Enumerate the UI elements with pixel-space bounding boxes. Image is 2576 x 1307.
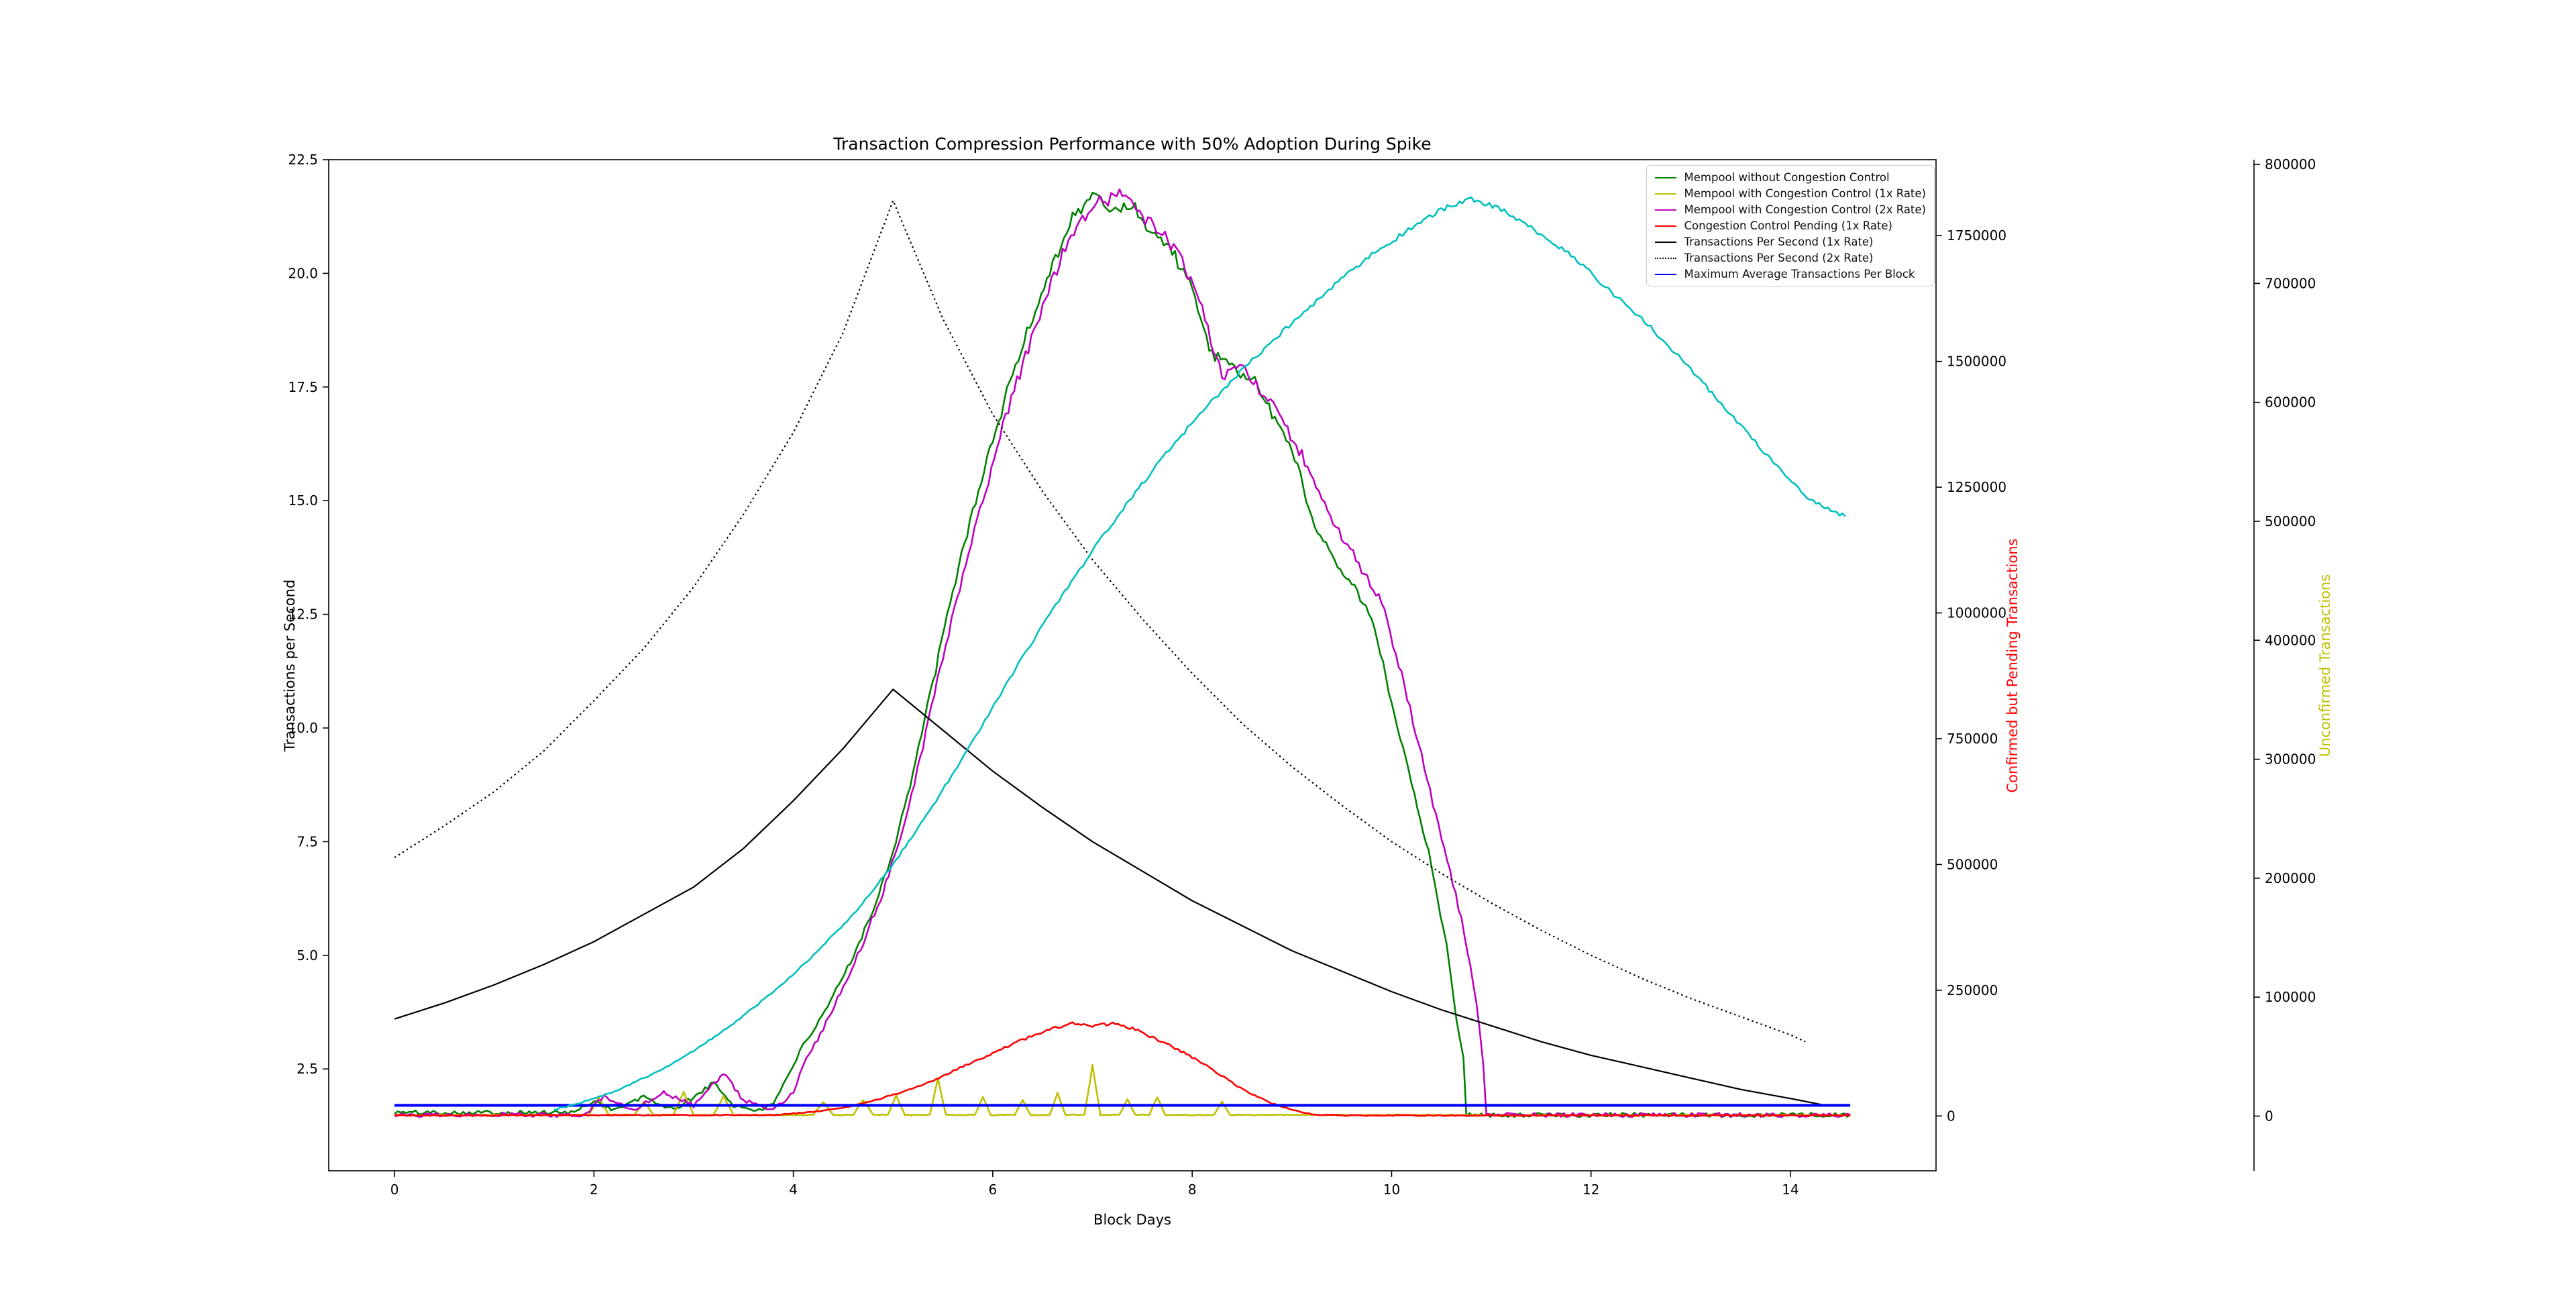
tick-label: 1000000 — [1947, 605, 2006, 621]
series-line-mempool_no_cc — [394, 191, 1851, 1118]
series-line-cc_pending_1x — [394, 1021, 1851, 1117]
tick-label: 2.5 — [297, 1061, 318, 1077]
legend-swatch — [1654, 273, 1676, 275]
series-line-mempool_cc_2x — [394, 188, 1851, 1118]
y-left-ticks: 2.5 5.0 7.5 10.0 12.5 15.0 17.5 20.0 22.5 — [288, 152, 329, 1077]
y-right1-ticks: 0 250000 500000 750000 1000000 1250000 1500000… — [1936, 227, 2006, 1124]
tick-label: 15.0 — [288, 492, 318, 509]
tick-label: 700000 — [2265, 275, 2316, 291]
legend-label: Congestion Control Pending (1x Rate) — [1684, 219, 1892, 232]
tick-label: 4 — [789, 1182, 798, 1198]
tick-label: 600000 — [2265, 395, 2316, 411]
tick-label: 1250000 — [1947, 479, 2006, 495]
tick-label: 5.0 — [297, 947, 318, 963]
series-line-mempool_cc_1x — [394, 1063, 1851, 1116]
tick-label: 2 — [590, 1182, 598, 1198]
tick-label: 200000 — [2265, 870, 2316, 886]
tick-label: 0 — [390, 1182, 399, 1198]
tick-label: 1750000 — [1947, 227, 2006, 244]
legend-label: Mempool with Congestion Control (1x Rate… — [1684, 187, 1926, 200]
legend-swatch — [1654, 209, 1676, 211]
tick-label: 300000 — [2265, 751, 2316, 768]
tick-label: 0 — [2265, 1108, 2273, 1124]
tick-label: 10.0 — [288, 720, 318, 736]
tick-label: 12.5 — [288, 607, 318, 623]
chart-title: Transaction Compression Performance with… — [833, 134, 1432, 154]
series-line-tps_2x — [394, 199, 1806, 1043]
tick-label: 100000 — [2265, 989, 2316, 1005]
tick-label: 0 — [1947, 1108, 1955, 1124]
tick-label: 17.5 — [288, 379, 318, 395]
tick-label: 14 — [1782, 1182, 1799, 1198]
tick-label: 8 — [1188, 1182, 1197, 1198]
series-line-unlabeled_cyan — [553, 196, 1846, 1111]
legend-item: Mempool with Congestion Control (2x Rate… — [1654, 203, 1926, 217]
x-axis-label: Block Days — [1093, 1212, 1171, 1228]
plot-box — [328, 159, 1937, 1171]
legend-swatch — [1654, 176, 1676, 178]
legend-item: Congestion Control Pending (1x Rate) — [1654, 219, 1926, 233]
tick-label: 500000 — [2265, 513, 2316, 529]
legend-swatch — [1654, 225, 1676, 227]
x-ticks: 0 2 4 6 8 10 12 14 — [390, 1171, 1799, 1198]
legend-item: Mempool with Congestion Control (1x Rate… — [1654, 187, 1926, 201]
legend-item: Transactions Per Second (2x Rate) — [1654, 251, 1926, 265]
tick-label: 7.5 — [297, 833, 318, 849]
tick-label: 1500000 — [1947, 354, 2006, 370]
tick-label: 750000 — [1947, 731, 1998, 747]
legend-label: Transactions Per Second (2x Rate) — [1684, 252, 1874, 264]
legend-swatch — [1654, 257, 1676, 259]
series-line-tps_1x — [394, 688, 1826, 1106]
legend-swatch — [1654, 193, 1676, 195]
tick-label: 500000 — [1947, 856, 1998, 872]
series-lines — [394, 188, 1851, 1118]
legend-swatch — [1654, 241, 1676, 243]
legend-item: Maximum Average Transactions Per Block — [1654, 267, 1926, 281]
tick-label: 400000 — [2265, 632, 2316, 648]
legend-item: Mempool without Congestion Control — [1654, 170, 1926, 185]
tick-label: 6 — [989, 1182, 998, 1198]
legend-label: Mempool with Congestion Control (2x Rate… — [1684, 203, 1926, 216]
y-right2-ticks: 0 100000 200000 300000 400000 500000 600000 700… — [2254, 156, 2316, 1124]
legend-label: Mempool without Congestion Control — [1684, 171, 1890, 184]
legend-label: Maximum Average Transactions Per Block — [1684, 268, 1915, 280]
tick-label: 800000 — [2265, 156, 2316, 172]
tick-label: 20.0 — [288, 265, 318, 281]
tick-label: 250000 — [1947, 982, 1998, 998]
tick-label: 10 — [1383, 1182, 1400, 1198]
legend-label: Transactions Per Second (1x Rate) — [1684, 236, 1874, 248]
legend: Mempool without Congestion Control Mempoo… — [1646, 165, 1935, 286]
tick-label: 22.5 — [288, 152, 318, 168]
y-left-label: Transactions per Second — [282, 579, 298, 752]
legend-item: Transactions Per Second (1x Rate) — [1654, 235, 1926, 249]
y-right1-label: Confirmed but Pending Transactions — [2004, 538, 2021, 793]
y-right2-label: Unconfirmed Transactions — [2317, 574, 2333, 757]
tick-label: 12 — [1582, 1182, 1599, 1198]
